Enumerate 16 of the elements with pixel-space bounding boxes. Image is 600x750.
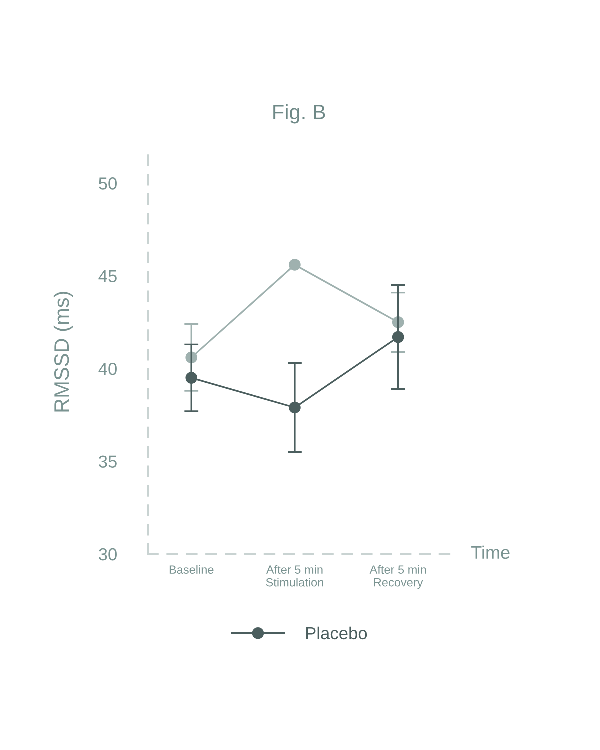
point — [289, 402, 301, 414]
point — [289, 259, 301, 271]
x-tick-label: Baseline — [170, 565, 214, 574]
y-tick-label: 30 — [99, 548, 117, 561]
x-axis-title: Time — [472, 546, 510, 560]
y-axis-title: RMSSD (ms) — [54, 292, 74, 412]
y-tick-label: 50 — [99, 178, 117, 190]
point — [186, 372, 198, 384]
x-tick-label: After 5 min Stimulation — [266, 565, 324, 587]
y-tick-label: 35 — [99, 456, 117, 468]
y-tick-label: 45 — [98, 270, 117, 283]
y-tick-label: 40 — [98, 362, 117, 376]
x-tick-label: After 5 min Recovery — [370, 565, 426, 590]
chart-title: Fig. B — [274, 104, 326, 124]
point — [392, 331, 404, 344]
legend-label: Placebo — [306, 626, 368, 640]
